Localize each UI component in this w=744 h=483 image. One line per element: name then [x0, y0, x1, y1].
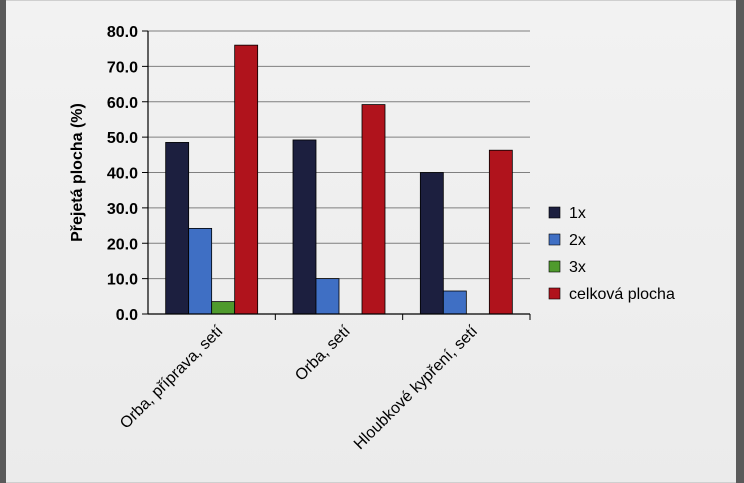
bar-3x-1 — [211, 301, 236, 315]
bar-1x-2 — [292, 139, 317, 315]
y-tick-labels: 0.0 10.0 20.0 30.0 40.0 50.0 60.0 70.0 80.0 — [107, 24, 138, 324]
bar-celková-plocha-3 — [488, 149, 513, 315]
legend-swatch — [548, 260, 561, 273]
y-axis-label: Přejetá plocha (%) — [69, 103, 86, 242]
legend-label: 3x — [569, 259, 586, 276]
category-labels: Orba, příprava, setí Orba, setíHloubkové … — [117, 322, 482, 453]
legend-label: 2x — [569, 232, 586, 249]
y-tick-label: 70.0 — [107, 59, 138, 76]
y-tick-label: 40.0 — [107, 166, 138, 183]
legend: 1x 2x 3x celková plocha — [548, 205, 675, 303]
y-tick-label: 60.0 — [107, 95, 138, 112]
bar-2x-3 — [442, 290, 467, 315]
y-tick-label: 80.0 — [107, 24, 138, 41]
y-tick-label: 20.0 — [107, 236, 138, 253]
y-tick-label: 50.0 — [107, 130, 138, 147]
y-tick-label: 30.0 — [107, 201, 138, 218]
bar-2x-1 — [188, 227, 213, 315]
y-tick-label: 0.0 — [116, 307, 138, 324]
bar-celková-plocha-2 — [361, 104, 386, 315]
legend-swatch — [548, 233, 561, 246]
axes — [142, 30, 531, 320]
bars — [165, 44, 513, 315]
bar-1x-1 — [165, 142, 190, 315]
bar-2x-2 — [315, 278, 340, 315]
legend-swatch — [548, 287, 561, 300]
category-label: Orba, setí — [292, 322, 354, 384]
right-border — [736, 0, 744, 483]
bar-celková-plocha-1 — [234, 44, 259, 315]
y-tick-label: 10.0 — [107, 272, 138, 289]
legend-label: 1x — [569, 205, 586, 222]
category-label: Orba, příprava, setí — [117, 322, 227, 432]
bar-1x-3 — [419, 172, 444, 315]
category-label: Hloubkové kypření, setí — [351, 322, 482, 453]
left-border — [0, 0, 6, 483]
legend-label: celková plocha — [569, 286, 675, 303]
legend-swatch — [548, 206, 561, 219]
